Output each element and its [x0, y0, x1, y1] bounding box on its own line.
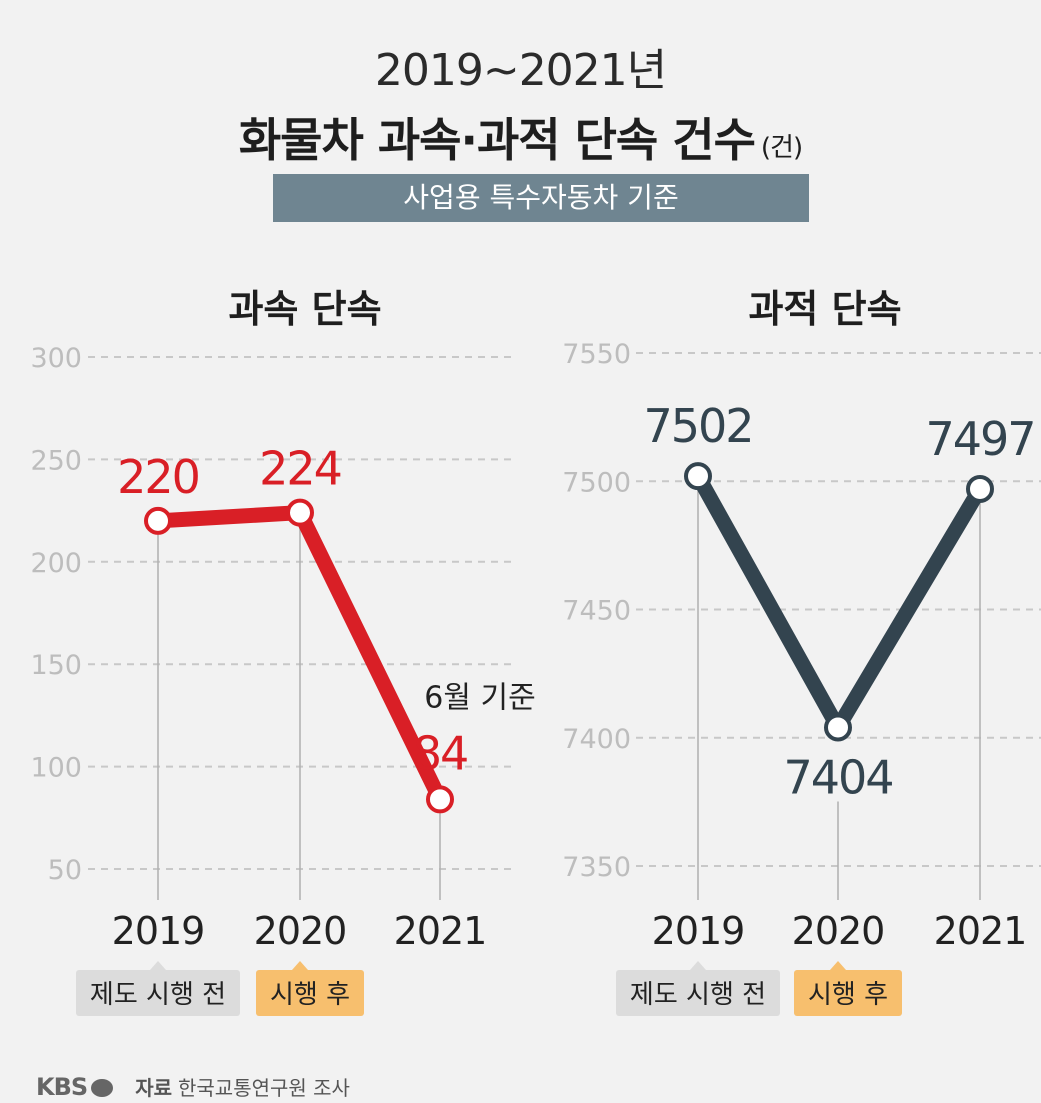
speeding-tag-box — [76, 970, 240, 1016]
speeding-ytick-label: 150 — [30, 650, 82, 681]
speeding-chart-title: 과속 단속 — [228, 287, 381, 331]
speeding-value-label-2020: 224 — [259, 442, 341, 496]
overload-tag-box — [616, 970, 780, 1016]
overload-tag-label: 제도 시행 전 — [630, 980, 766, 1010]
speeding-tag-label: 제도 시행 전 — [90, 980, 226, 1010]
speeding-ytick-label: 200 — [30, 548, 82, 579]
overload-point-2021 — [966, 474, 994, 503]
title-text: 화물차 과속·과적 단속 건수 — [238, 113, 756, 167]
speeding-point-2021 — [426, 785, 454, 814]
footer: KBS 자료 한국교통연구원 조사 — [36, 1072, 350, 1101]
speeding-value-label-2021: 84 — [413, 726, 468, 780]
title-unit: (건) — [760, 133, 803, 163]
chart-main-title: 화물차 과속·과적 단속 건수 (건) — [0, 104, 1041, 170]
speeding-xtick-label: 2019 — [112, 909, 205, 953]
overload-ytick-label: 7350 — [562, 852, 631, 883]
basis-banner: 사업용 특수자동차 기준 — [273, 174, 809, 222]
speeding-tag-pointer — [150, 961, 166, 970]
source-text: 한국교통연구원 조사 — [178, 1076, 350, 1100]
speeding-tag-box — [256, 970, 364, 1016]
speeding-tag-label: 시행 후 — [270, 980, 350, 1010]
overload-ytick-label: 7450 — [562, 596, 631, 627]
speeding-tag-pointer — [292, 961, 308, 970]
speeding-ytick-label: 250 — [30, 445, 82, 476]
speeding-value-label-2019: 220 — [117, 450, 199, 504]
source-label: 자료 — [135, 1076, 172, 1100]
overload-value-label-2019: 7502 — [643, 399, 752, 453]
chart-period: 2019~2021년 — [374, 45, 667, 96]
overload-xtick-label: 2020 — [792, 909, 885, 953]
speeding-ytick-label: 50 — [48, 855, 82, 886]
overload-chart-title: 과적 단속 — [748, 287, 901, 331]
overload-tag-pointer — [830, 961, 846, 970]
speeding-ytick-label: 300 — [30, 343, 82, 374]
overload-value-label-2021: 7497 — [925, 412, 1034, 466]
overload-ytick-label: 7500 — [562, 467, 631, 498]
overload-value-label-2020: 7404 — [783, 750, 892, 804]
speeding-xtick-label: 2021 — [394, 909, 487, 953]
overload-ytick-label: 7400 — [562, 724, 631, 755]
speeding-point-2020 — [286, 498, 314, 527]
speeding-ytick-label: 100 — [30, 753, 82, 784]
kbs-logo-icon — [91, 1079, 114, 1097]
overload-tag-label: 시행 후 — [808, 980, 888, 1010]
charts-canvas: 과속 단속 300 250 200 150 100 50 220 224 84 6월 기준 2019 2… — [30, 287, 1041, 1016]
kbs-logo: KBS — [36, 1073, 88, 1101]
overload-tag-pointer — [690, 961, 706, 970]
overload-ytick-label: 7550 — [562, 339, 631, 370]
speeding-annotation: 6월 기준 — [424, 680, 535, 715]
overload-series-line — [690, 468, 988, 735]
overload-xtick-label: 2021 — [934, 909, 1027, 953]
speeding-point-2019 — [144, 506, 172, 535]
overload-point-2019 — [684, 462, 712, 491]
speeding-series-line — [150, 505, 448, 807]
overload-tag-box — [794, 970, 902, 1016]
overload-xtick-label: 2019 — [652, 909, 745, 953]
overload-point-2020 — [824, 713, 852, 742]
speeding-xtick-label: 2020 — [254, 909, 347, 953]
